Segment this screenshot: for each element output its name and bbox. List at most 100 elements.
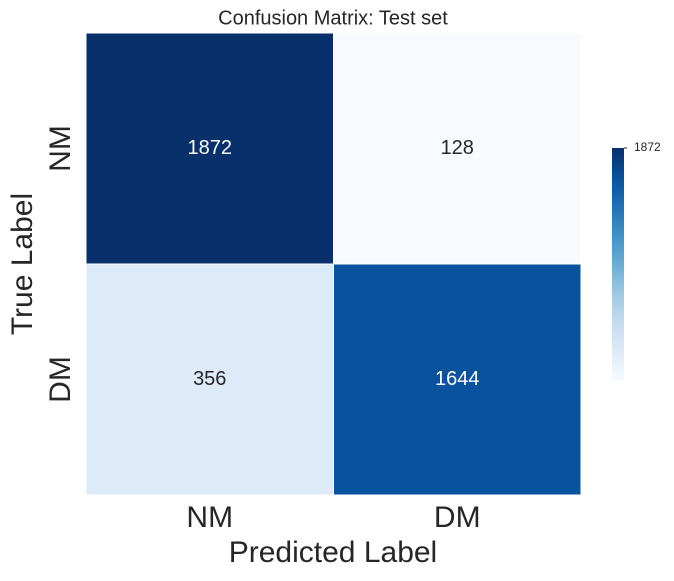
colorbar-segment: [612, 291, 624, 295]
colorbar-segment: [612, 166, 624, 170]
colorbar-segment: [612, 345, 624, 349]
colorbar-segment: [612, 250, 624, 253]
colorbar-segment: [612, 215, 624, 219]
colorbar-segment: [612, 270, 624, 274]
colorbar-segment: [612, 359, 624, 363]
x-axis-label: Predicted Label: [229, 536, 437, 569]
colorbar-segment: [612, 199, 624, 202]
colorbar-segment: [612, 254, 624, 258]
colorbar-segment: [612, 273, 624, 277]
heatmap-cell: [333, 32, 582, 265]
colorbar-segment: [612, 180, 624, 184]
colorbar-segment: [612, 354, 624, 358]
colorbar-segment: [612, 366, 624, 369]
colorbar-segment: [612, 373, 624, 376]
colorbar-tick-label: 1872: [634, 140, 661, 154]
colorbar-segment: [612, 164, 624, 168]
colorbar-segment: [612, 335, 624, 339]
y-axis-label: True Label: [6, 193, 39, 335]
colorbar-segment: [612, 303, 624, 307]
colorbar-segment: [612, 257, 624, 260]
colorbar-segment: [612, 317, 624, 321]
colorbar-segment: [612, 315, 624, 318]
colorbar-segment: [612, 333, 624, 337]
colorbar-segment: [612, 192, 624, 195]
colorbar-segment: [612, 182, 624, 186]
colorbar-segment: [612, 173, 624, 177]
colorbar-segment: [612, 352, 624, 356]
colorbar-segment: [612, 159, 624, 163]
colorbar-segment: [612, 185, 624, 189]
colorbar-segment: [612, 294, 624, 298]
colorbar-segment: [612, 340, 624, 344]
colorbar-segment: [612, 240, 624, 244]
heatmap-cell: [85, 32, 334, 265]
colorbar-segment: [612, 342, 624, 346]
x-tick-label: NM: [186, 501, 233, 534]
colorbar-segment: [612, 261, 624, 265]
colorbar-segment: [612, 308, 624, 311]
colorbar-segment: [612, 252, 624, 256]
colorbar-segment: [612, 264, 624, 267]
colorbar-segment: [612, 178, 624, 182]
colorbar-segment: [612, 171, 624, 175]
colorbar-segment: [612, 196, 624, 200]
colorbar-segment: [612, 150, 624, 154]
colorbar-segment: [612, 189, 624, 193]
colorbar-segment: [612, 312, 624, 316]
colorbar-segment: [612, 347, 624, 351]
colorbar-segment: [612, 231, 624, 235]
colorbar-segment: [612, 310, 624, 314]
colorbar-segment: [612, 201, 624, 205]
cell-label: 1872: [188, 137, 233, 159]
colorbar-segment: [612, 148, 624, 151]
colorbar-segment: [612, 247, 624, 251]
colorbar-segment: [612, 238, 624, 242]
colorbar-segment: [612, 226, 624, 230]
x-tick-label: DM: [434, 501, 481, 534]
colorbar-segment: [612, 217, 624, 221]
cell-label: 128: [441, 137, 474, 159]
colorbar-segment: [612, 296, 624, 300]
chart-title: Confusion Matrix: Test set: [218, 7, 448, 29]
colorbar-segment: [612, 203, 624, 207]
colorbar-segment: [612, 370, 624, 374]
colorbar-segment: [612, 287, 624, 291]
colorbar-segment: [612, 210, 624, 214]
colorbar-segment: [612, 377, 624, 381]
colorbar-segment: [612, 282, 624, 286]
colorbar-segment: [612, 289, 624, 293]
colorbar-segment: [612, 208, 624, 212]
colorbar-segment: [612, 277, 624, 281]
colorbar-segment: [612, 259, 624, 263]
colorbar-segment: [612, 233, 624, 237]
colorbar-segment: [612, 245, 624, 249]
colorbar-segment: [612, 331, 624, 335]
colorbar-segment: [612, 212, 624, 216]
colorbar-segment: [612, 154, 624, 158]
colorbar-segment: [612, 356, 624, 360]
colorbar-segment: [612, 161, 624, 165]
colorbar-segment: [612, 152, 624, 156]
colorbar-segment: [612, 375, 624, 379]
colorbar-segment: [612, 236, 624, 240]
colorbar-segment: [612, 328, 624, 332]
colorbar-segment: [612, 284, 624, 288]
colorbar-segment: [612, 275, 624, 279]
colorbar-segment: [612, 168, 624, 172]
colorbar-segment: [612, 206, 624, 209]
heatmap-cell: [85, 263, 334, 496]
colorbar-segment: [612, 301, 624, 305]
colorbar-segment: [612, 224, 624, 228]
colorbar-segment: [612, 194, 624, 198]
colorbar-segment: [612, 319, 624, 323]
colorbar-segment: [612, 326, 624, 330]
colorbar-segment: [612, 324, 624, 328]
colorbar-segment: [612, 349, 624, 353]
colorbar-segment: [612, 229, 624, 233]
colorbar-segment: [612, 361, 624, 365]
colorbar-segment: [612, 363, 624, 367]
colorbar-segment: [612, 368, 624, 372]
y-tick-label: DM: [44, 356, 77, 403]
